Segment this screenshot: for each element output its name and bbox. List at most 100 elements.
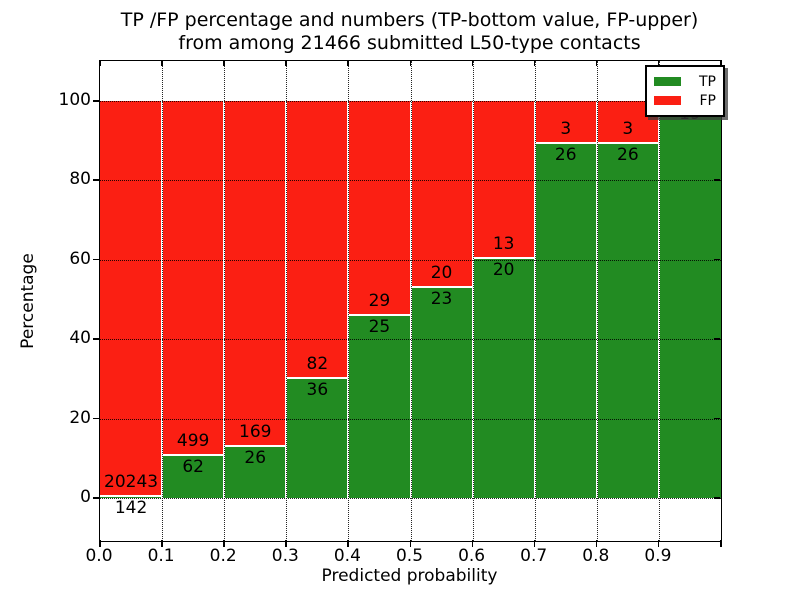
horizontal-gridline [100, 498, 721, 499]
bar-tp-segment [472, 257, 535, 498]
fp-count-label: 13 [492, 234, 515, 255]
x-tick-top [161, 60, 163, 66]
x-tick-bottom [595, 540, 598, 547]
chart-title: TP /FP percentage and numbers (TP-bottom… [99, 9, 720, 55]
bar-fp-segment [472, 101, 535, 258]
vertical-gridline [658, 61, 660, 541]
x-tick-label: 0.4 [333, 546, 361, 566]
vertical-gridline [534, 61, 536, 541]
fp-count-label: 3 [560, 119, 572, 140]
bar-fp-segment [224, 101, 287, 446]
y-tick-right [714, 258, 720, 261]
tp-count-label: 23 [430, 288, 453, 309]
x-tick-bottom [720, 540, 722, 547]
x-tick-label: 0.9 [644, 546, 672, 566]
y-tick-left [93, 338, 100, 340]
x-tick-label: 0.2 [209, 546, 237, 566]
vertical-gridline [348, 61, 350, 541]
tp-count-label: 26 [244, 448, 267, 469]
y-tick-label: 100 [58, 90, 91, 110]
horizontal-gridline [100, 339, 721, 341]
y-tick-right [714, 417, 720, 420]
y-tick-left [93, 100, 100, 102]
x-tick-label: 0.0 [85, 546, 113, 566]
fp-count-label: 20 [430, 262, 453, 283]
vertical-gridline [224, 61, 226, 541]
tp-count-label: 25 [368, 317, 391, 338]
horizontal-gridline [100, 259, 721, 261]
bar-tp-segment [348, 314, 411, 498]
bar-tp-segment [286, 376, 349, 498]
bar-tp-segment [410, 285, 473, 498]
fp-count-label: 29 [368, 291, 391, 312]
fp-count-label: 20243 [104, 472, 159, 493]
vertical-gridline [162, 61, 164, 541]
bar-fp-segment [534, 101, 597, 143]
x-tick-label: 0.7 [520, 546, 548, 566]
vertical-gridline [410, 61, 412, 541]
x-tick-bottom [409, 540, 411, 547]
x-tick-bottom [223, 540, 225, 547]
horizontal-gridline [100, 101, 721, 102]
x-tick-top [471, 60, 474, 66]
legend: TP FP [645, 65, 725, 117]
tp-count-label: 142 [114, 498, 148, 519]
bar-tp-segment [534, 142, 597, 498]
y-tick-right [714, 179, 720, 181]
horizontal-gridline [100, 418, 721, 420]
bar-fp-segment [162, 101, 225, 455]
x-tick-top [533, 60, 536, 66]
tp-count-label: 62 [182, 457, 204, 478]
x-axis-label: Predicted probability [321, 566, 498, 586]
legend-swatch-tp [654, 77, 681, 86]
tp-count-label: 36 [306, 379, 329, 400]
legend-label: TP [699, 73, 716, 90]
bar-tp-segment [162, 454, 225, 498]
y-tick-label: 40 [69, 328, 91, 349]
chart-title-line1: TP /FP percentage and numbers (TP-bottom… [120, 9, 699, 31]
chart-title-line2: from among 21466 submitted L50-type cont… [178, 32, 641, 54]
y-tick-label: 80 [69, 169, 91, 190]
vertical-gridline [286, 61, 288, 541]
fp-count-label: 169 [239, 422, 272, 443]
plot-area: 20243 142 499 62 169 26 82 36 29 25 20 23 13 20 3 26 3 26… [99, 60, 722, 542]
x-tick-top [223, 60, 225, 66]
x-tick-top [99, 60, 101, 66]
vertical-gridline [472, 61, 474, 541]
x-tick-bottom [657, 540, 660, 547]
x-tick-bottom [99, 540, 101, 547]
x-tick-top [285, 60, 287, 66]
x-tick-bottom [161, 540, 163, 547]
x-tick-label: 0.8 [582, 546, 610, 566]
bar-tp-segment [224, 445, 287, 498]
y-tick-left [93, 258, 100, 261]
x-tick-label: 0.5 [395, 546, 424, 566]
vertical-gridline [596, 61, 598, 541]
bar-fp-segment [100, 101, 163, 496]
horizontal-gridline [100, 180, 721, 182]
x-tick-bottom [285, 540, 287, 547]
x-tick-top [409, 60, 411, 66]
y-tick-left [93, 179, 100, 181]
legend-entry: FP [654, 91, 716, 110]
y-tick-right [714, 497, 720, 499]
tp-count-label: 26 [617, 145, 639, 166]
bar-tp-segment [658, 101, 721, 498]
y-tick-label: 0 [80, 487, 91, 507]
x-tick-bottom [347, 540, 349, 547]
x-tick-label: 0.6 [458, 546, 486, 566]
tp-count-label: 26 [554, 145, 577, 166]
y-tick-left [93, 417, 100, 420]
y-tick-right [714, 338, 720, 340]
legend-entry: TP [654, 72, 716, 91]
bar-tp-segment [100, 495, 163, 498]
bar-fp-segment [348, 101, 411, 315]
legend-swatch-fp [654, 96, 681, 105]
x-tick-top [657, 60, 660, 66]
bar-tp-segment [596, 142, 659, 498]
fp-count-label: 3 [622, 119, 634, 140]
x-tick-top [720, 60, 722, 66]
fp-count-label: 499 [176, 431, 210, 452]
y-axis-label: Percentage [18, 253, 38, 349]
